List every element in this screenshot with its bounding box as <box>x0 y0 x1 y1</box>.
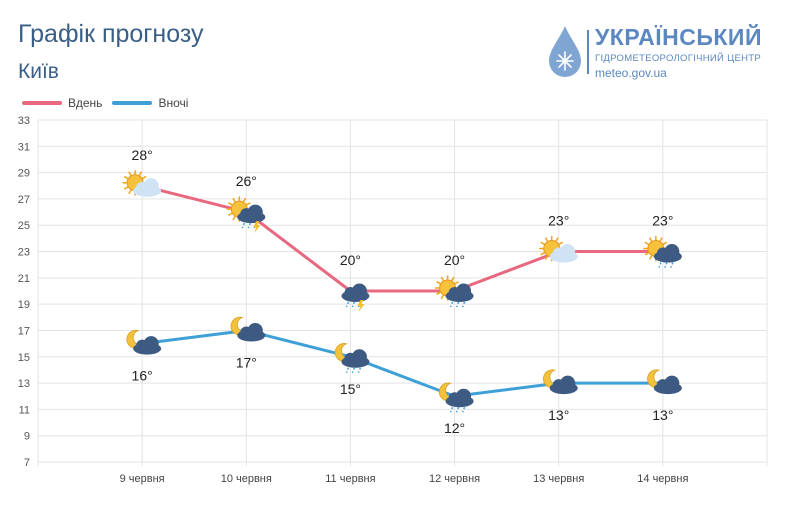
cloud-icon <box>341 349 370 368</box>
sun-cloud-icon <box>122 169 162 197</box>
series-line-day <box>141 184 663 293</box>
legend-item-day[interactable]: Вдень <box>22 96 102 110</box>
y-tick-label: 25 <box>18 220 30 232</box>
cloud-icon <box>133 336 162 355</box>
rain-icon <box>449 301 466 308</box>
grid: 7 9 11 13 15 17 19 21 23 25 27 29 31 33 9 червня 10 чер… <box>18 115 768 485</box>
x-tick-label: 13 червня <box>533 473 584 485</box>
sun-cloud-rain-icon <box>434 275 474 308</box>
cloud-icon <box>237 204 266 224</box>
data-label: 13° <box>652 407 673 423</box>
chart-title: Графік прогнозу <box>18 20 204 48</box>
legend-day-swatch <box>22 101 62 105</box>
cloud-icon <box>133 178 162 197</box>
moon-cloud-rain-icon <box>438 382 474 413</box>
logo-url[interactable]: meteo.gov.ua <box>595 66 667 80</box>
moon-cloud-icon <box>543 369 578 395</box>
lightning-icon <box>357 300 365 312</box>
x-tick-label: 14 червня <box>637 473 688 485</box>
cloud-icon <box>653 244 682 263</box>
legend-night-label: Вночі <box>158 96 189 110</box>
moon-cloud-icon <box>126 329 162 355</box>
legend-night-swatch <box>112 101 153 105</box>
legend-item-night[interactable]: Вночі <box>112 96 188 110</box>
rain-icon <box>658 262 674 268</box>
data-label: 17° <box>236 354 257 370</box>
data-label: 28° <box>132 147 153 163</box>
sun-cloud-rain-thunder-icon <box>226 196 266 234</box>
cloud-icon <box>445 283 474 302</box>
data-label: 23° <box>548 213 569 229</box>
data-label: 20° <box>444 252 465 268</box>
data-label: 20° <box>340 252 361 268</box>
water-drop-logo-icon <box>549 26 581 77</box>
cloud-icon <box>445 388 474 408</box>
rain-icon <box>345 367 362 374</box>
x-tick-label: 10 червня <box>221 473 272 485</box>
sun-cloud-icon <box>538 235 578 263</box>
data-label: 26° <box>236 173 257 189</box>
legend-day-label: Вдень <box>68 96 103 110</box>
cloud-rain-thunder-icon <box>341 283 370 312</box>
y-tick-label: 13 <box>18 378 30 390</box>
y-tick-label: 11 <box>19 404 30 416</box>
moon-cloud-icon <box>230 316 266 342</box>
cloud-icon <box>341 283 370 302</box>
logo-name: УКРАЇНСЬКИЙ <box>595 24 762 50</box>
data-label: 12° <box>444 420 465 436</box>
y-tick-label: 19 <box>18 299 30 311</box>
y-tick-label: 33 <box>18 115 30 127</box>
logo-subtitle: ГІДРОМЕТЕОРОЛОГІЧНИЙ ЦЕНТР <box>595 53 761 64</box>
x-tick-label: 9 червня <box>120 473 165 485</box>
y-tick-label: 27 <box>18 194 30 206</box>
sun-cloud-rain-icon <box>643 235 682 268</box>
lightning-icon <box>253 221 261 234</box>
y-tick-label: 9 <box>24 431 30 443</box>
data-label: 13° <box>548 407 569 423</box>
moon-cloud-rain-icon <box>334 343 370 374</box>
logo: УКРАЇНСЬКИЙ ГІДРОМЕТЕОРОЛОГІЧНИЙ ЦЕНТР m… <box>545 24 775 84</box>
series-line-night <box>141 328 663 398</box>
y-tick-label: 31 <box>18 141 30 153</box>
y-tick-label: 23 <box>18 247 30 259</box>
x-tick-label: 11 червня <box>325 473 375 485</box>
y-tick-label: 21 <box>18 273 30 285</box>
city-name: Київ <box>18 60 59 83</box>
y-tick-label: 15 <box>18 352 30 364</box>
data-label: 23° <box>652 213 673 229</box>
y-tick-label: 17 <box>18 325 30 337</box>
moon-cloud-icon <box>647 369 682 395</box>
y-tick-label: 29 <box>18 168 30 180</box>
x-tick-label: 12 червня <box>429 473 480 485</box>
data-label: 16° <box>132 368 153 384</box>
cloud-icon <box>549 244 578 263</box>
cloud-icon <box>237 322 266 342</box>
cloud-icon <box>653 375 682 395</box>
cloud-icon <box>549 375 578 395</box>
rain-icon <box>449 406 466 413</box>
data-label: 15° <box>340 381 361 397</box>
legend: Вдень Вночі <box>22 96 198 110</box>
y-tick-label: 7 <box>24 457 30 469</box>
